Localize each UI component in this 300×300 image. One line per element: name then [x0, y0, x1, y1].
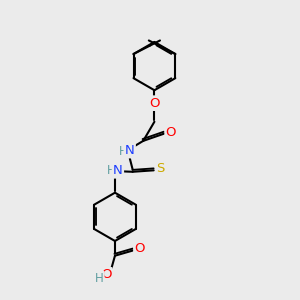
Text: O: O	[149, 97, 160, 110]
Text: N: N	[125, 144, 135, 157]
Text: O: O	[101, 268, 111, 281]
Text: O: O	[166, 125, 176, 139]
Text: S: S	[156, 162, 164, 175]
Text: H: H	[119, 145, 128, 158]
Text: H: H	[107, 164, 116, 177]
Text: H: H	[95, 272, 103, 285]
Text: O: O	[134, 242, 145, 255]
Text: N: N	[113, 164, 123, 177]
